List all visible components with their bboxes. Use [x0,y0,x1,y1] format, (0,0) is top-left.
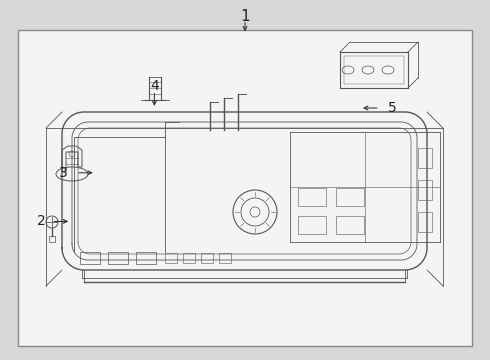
Text: 2: 2 [37,215,46,228]
Bar [418,148,432,168]
Bar [49,236,55,242]
Bar [183,253,195,263]
Bar [219,253,231,263]
Bar [108,252,128,264]
FancyBboxPatch shape [18,30,472,346]
Bar [165,253,177,263]
Bar [336,216,364,234]
Bar [344,56,404,84]
Bar [418,180,432,200]
Bar [336,188,364,206]
Bar [298,188,326,206]
Text: 4: 4 [150,80,159,93]
Bar [298,216,326,234]
Bar [418,212,432,232]
Text: 3: 3 [59,166,68,180]
Text: 5: 5 [388,101,396,115]
Bar [201,253,213,263]
Text: 1: 1 [240,9,250,24]
Bar [80,252,100,264]
Bar [136,252,156,264]
